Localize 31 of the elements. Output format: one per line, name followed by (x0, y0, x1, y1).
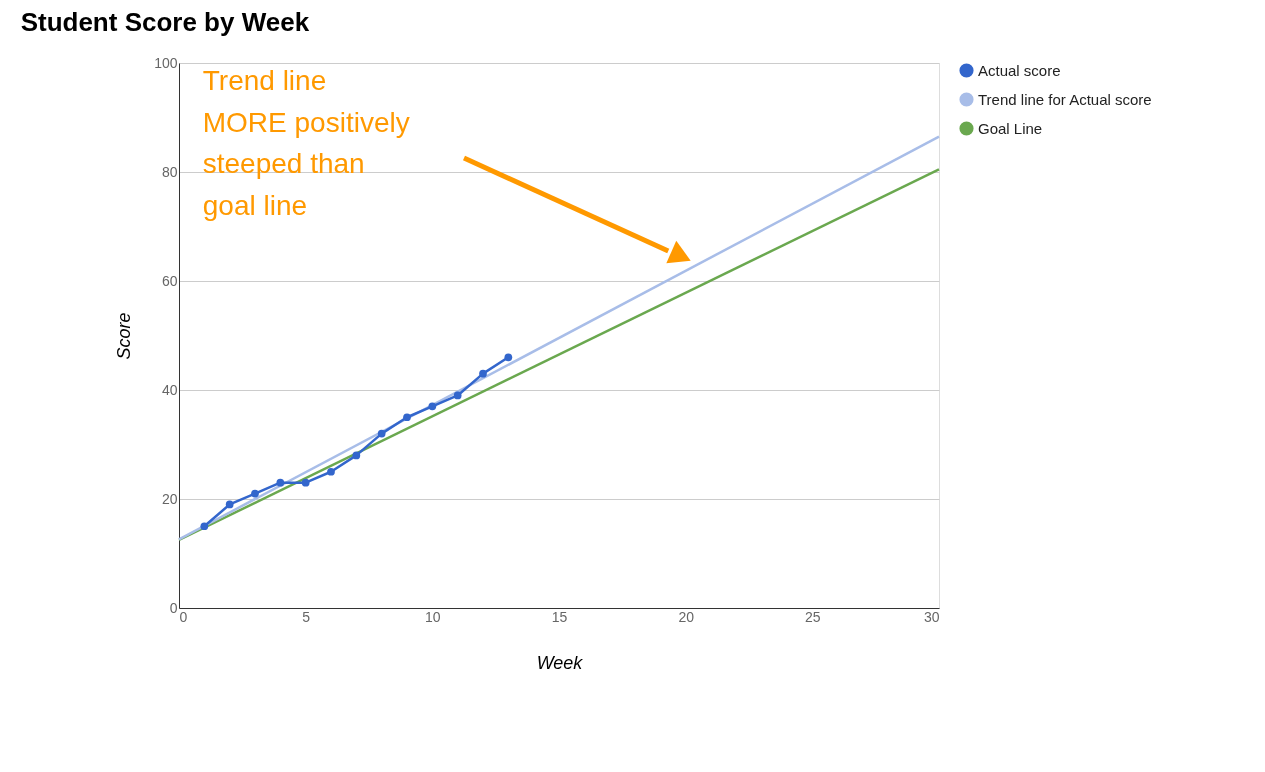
point (225, 500, 234, 509)
annotation: Trend line MORE positively steeped than goal line (202, 64, 410, 222)
x-axis-title: Week (536, 652, 584, 673)
y-axis-title: Score (114, 312, 135, 360)
chart-title: Student Score by Week (20, 7, 310, 37)
x-tick-label: 20 (678, 608, 695, 625)
point (428, 402, 437, 411)
x-tick-label: 30 (923, 608, 940, 625)
point (377, 429, 386, 438)
point (504, 353, 513, 362)
y-tick-label: 100 (154, 54, 178, 71)
point (251, 489, 259, 498)
legend-label: Goal Line (978, 119, 1043, 137)
x-tick-label: 25 (805, 608, 821, 625)
legend-label: Trend line for Actual score (978, 90, 1152, 108)
point (301, 478, 310, 487)
y-tick-label: 60 (161, 272, 178, 289)
point (327, 467, 335, 476)
point (200, 522, 209, 531)
legend-label: Actual score (978, 61, 1061, 79)
x-tick-label: 10 (425, 608, 441, 625)
x-tick-label: 5 (302, 608, 311, 625)
y-tick-label: 80 (161, 163, 178, 180)
y-tick-label: 20 (161, 490, 178, 507)
point (403, 413, 411, 422)
point (276, 478, 285, 487)
x-tick-label: 15 (551, 608, 568, 625)
y-tick-label: 40 (161, 381, 178, 398)
point (453, 391, 462, 400)
point (479, 369, 487, 378)
point (352, 451, 361, 460)
